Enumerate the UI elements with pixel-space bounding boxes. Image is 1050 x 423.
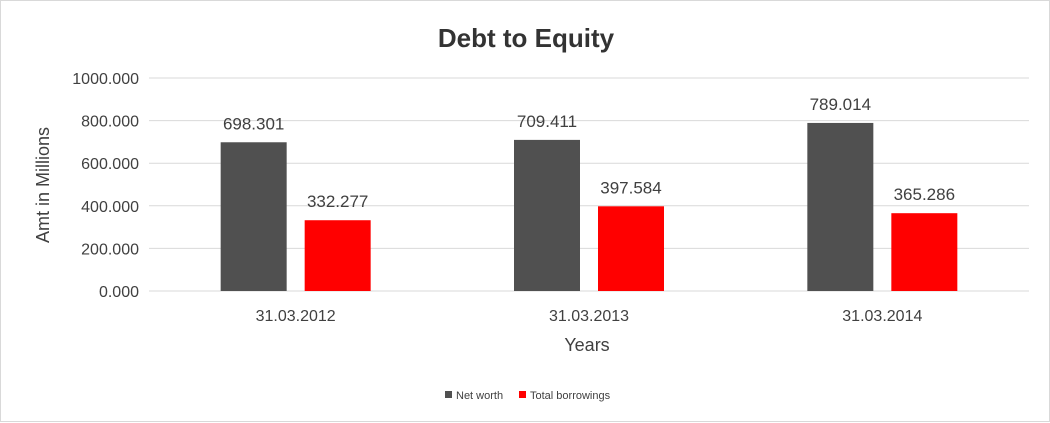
bar-net-worth — [220, 142, 287, 291]
x-axis-tick-labels: 31.03.2012 31.03.2013 31.03.2014 — [256, 308, 923, 325]
x-tick-label: 31.03.2012 — [256, 308, 336, 325]
data-labels: 698.301 332.277 709.411 397.584 789.014 365.2… — [223, 95, 955, 211]
y-tick-label: 600.000 — [81, 156, 139, 173]
data-label: 698.301 — [223, 114, 284, 133]
data-label: 789.014 — [810, 95, 871, 114]
chart-title: Debt to Equity — [438, 23, 615, 53]
y-tick-label: 200.000 — [81, 241, 139, 258]
bar-net-worth — [807, 122, 874, 291]
data-label: 397.584 — [600, 178, 661, 197]
legend-swatch — [519, 391, 526, 398]
legend-label: Total borrowings — [530, 390, 611, 402]
x-tick-label: 31.03.2013 — [549, 308, 629, 325]
x-axis-label: Years — [564, 335, 609, 355]
bar-total-borrowings — [598, 206, 664, 291]
data-label: 332.277 — [307, 192, 368, 211]
legend-item-total-borrowings: Total borrowings — [519, 390, 611, 402]
legend-swatch — [445, 391, 452, 398]
legend-label: Net worth — [456, 390, 503, 402]
y-tick-label: 400.000 — [81, 199, 139, 216]
data-label: 365.286 — [894, 185, 955, 204]
y-tick-label: 800.000 — [81, 114, 139, 131]
bar-total-borrowings — [891, 213, 958, 291]
bar-net-worth — [514, 139, 580, 291]
gridlines — [149, 77, 1029, 292]
y-axis-label: Amt in Millions — [33, 127, 53, 243]
y-axis-tick-labels: 0.000 200.000 400.000 600.000 800.000 1000.00… — [72, 71, 139, 301]
y-tick-label: 1000.000 — [72, 71, 139, 88]
bars — [220, 122, 958, 291]
y-tick-label: 0.000 — [99, 284, 139, 301]
x-tick-label: 31.03.2014 — [842, 308, 922, 325]
legend-item-net-worth: Net worth — [445, 390, 503, 402]
legend: Net worth Total borrowings — [445, 390, 611, 402]
data-label: 709.411 — [517, 112, 577, 131]
bar-total-borrowings — [304, 220, 371, 291]
